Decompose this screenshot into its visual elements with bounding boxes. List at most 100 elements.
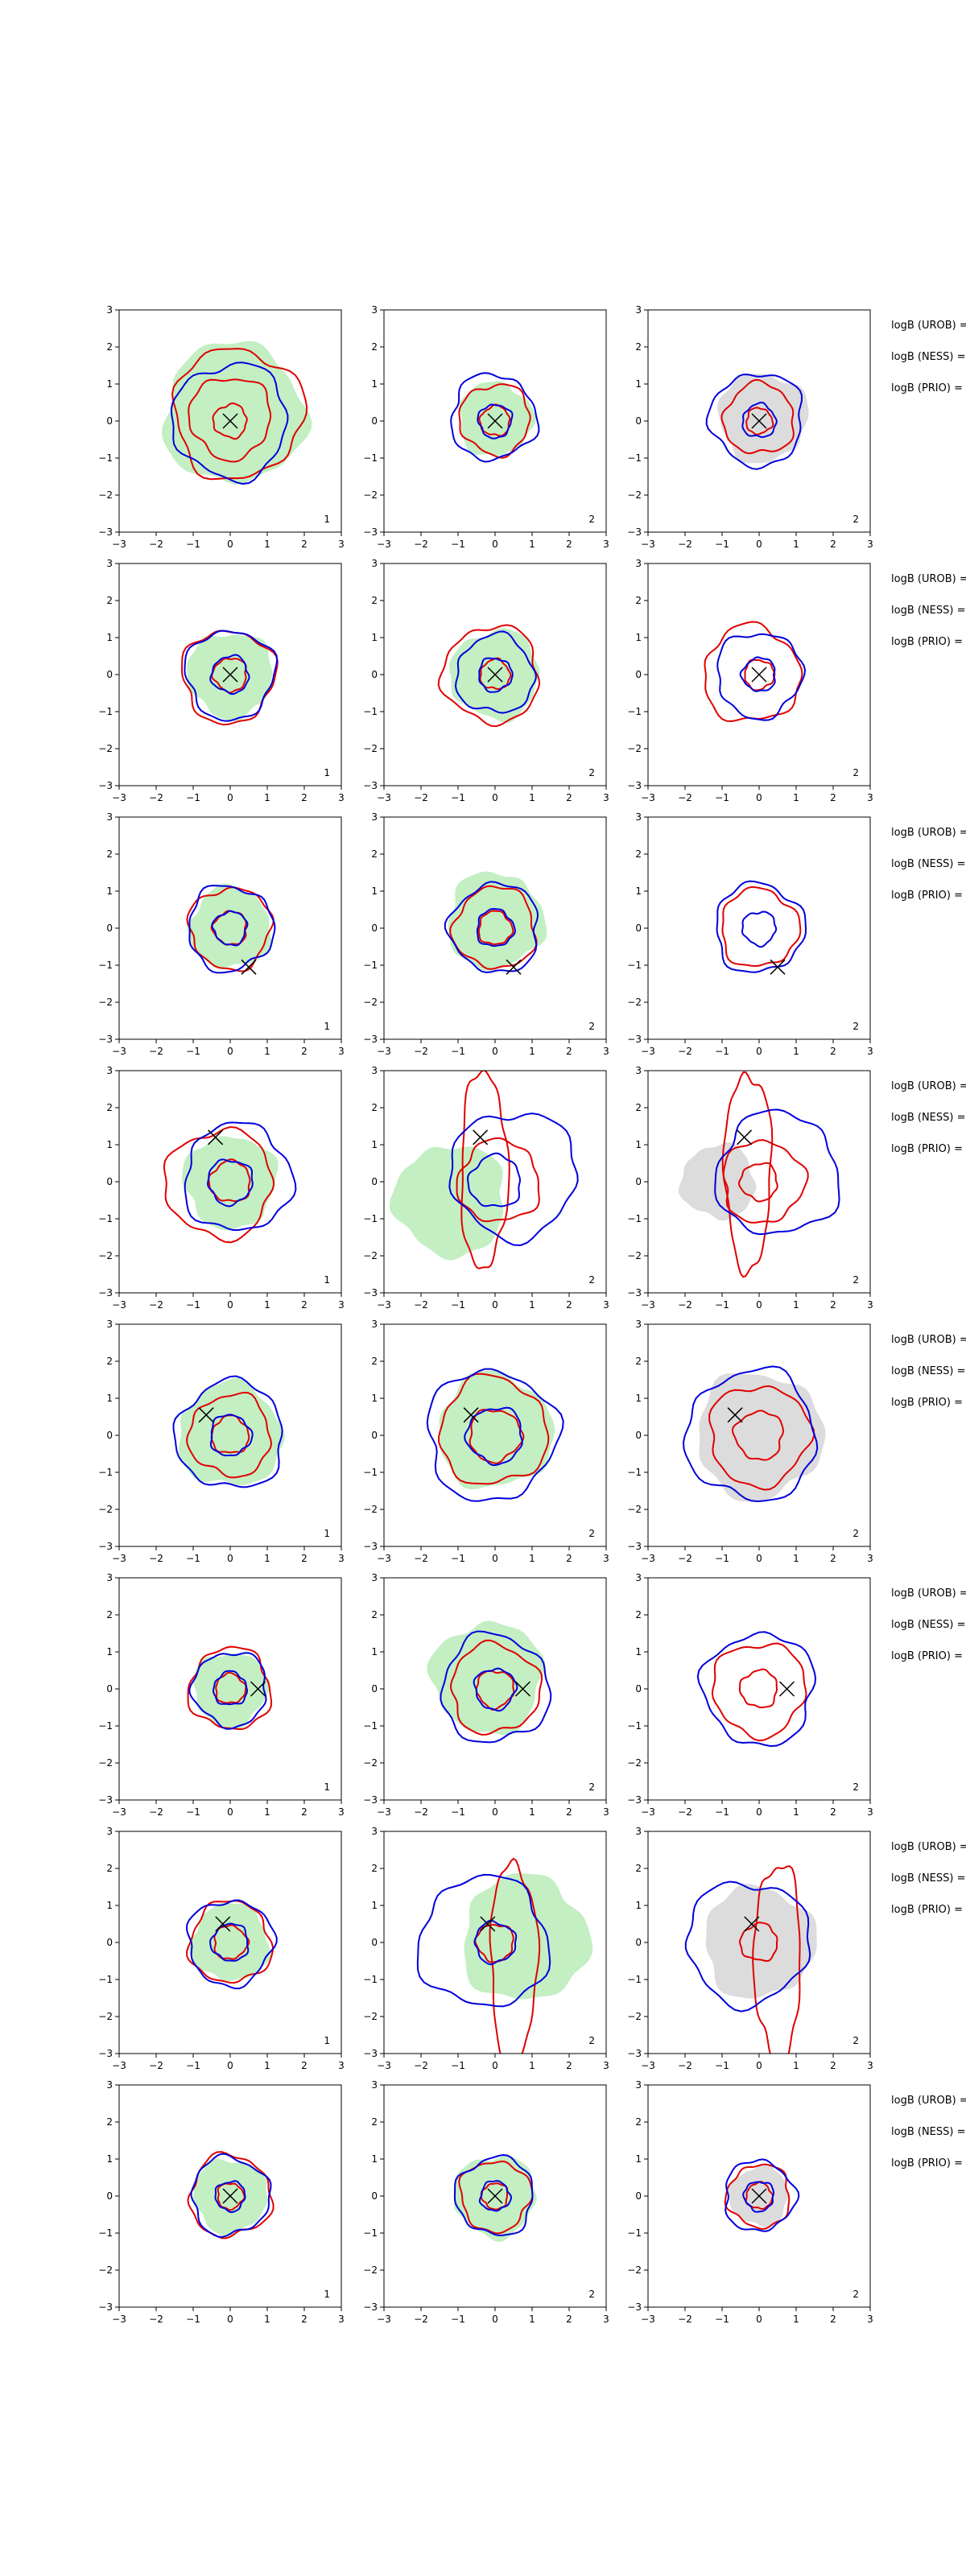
true-value-marker: [208, 1129, 224, 1146]
x-tick-label: −1: [715, 792, 729, 803]
x-tick-label: −3: [641, 1806, 655, 1818]
y-tick-label: 1: [106, 378, 113, 390]
y-tick-label: 3: [106, 558, 113, 569]
x-tick-label: 2: [566, 539, 572, 550]
y-tick-label: 1: [371, 1646, 378, 1657]
y-tick-label: 2: [371, 1356, 378, 1367]
panel-r5-c1: −3 −2 −1 0 1 2 3 −3 −2 −1 0 1 2 3 1: [98, 1319, 345, 1564]
y-tick-label: 3: [106, 1065, 113, 1076]
y-tick-label: −1: [98, 1720, 113, 1732]
logb-label: logB (NESS) =: [891, 1619, 965, 1631]
panel-number: 1: [324, 1781, 330, 1793]
x-tick-label: −1: [186, 2060, 200, 2071]
panel-number: 1: [324, 1528, 330, 1539]
x-tick-label: 0: [227, 1806, 233, 1818]
y-tick-label: 3: [635, 1572, 642, 1583]
y-tick-label: −3: [98, 2301, 113, 2313]
y-tick-label: 0: [371, 1683, 378, 1695]
y-tick-label: −1: [627, 2227, 642, 2239]
y-tick-label: 2: [635, 341, 642, 353]
panel-number: 1: [324, 1274, 330, 1286]
logb-label: logB (PRIO) =: [891, 890, 963, 902]
y-tick-label: 1: [371, 632, 378, 643]
density-fill: [193, 1653, 270, 1729]
y-tick-label: 2: [371, 595, 378, 606]
x-tick-label: 2: [301, 1806, 308, 1818]
x-tick-label: −1: [715, 2060, 729, 2071]
x-tick-label: −3: [641, 539, 655, 550]
red-contour: [188, 378, 272, 463]
y-tick-label: 0: [106, 2190, 113, 2202]
density-fill: [187, 883, 272, 969]
true-value-marker: [222, 413, 238, 429]
true-value-marker: [514, 1681, 531, 1697]
y-tick-label: 0: [371, 1937, 378, 1948]
y-tick-label: 1: [635, 886, 642, 897]
y-tick-label: −2: [627, 1757, 642, 1769]
panel-number: 2: [852, 767, 859, 778]
blue-contour: [741, 401, 778, 438]
y-tick-label: 2: [635, 2116, 642, 2128]
y-tick-label: 0: [371, 923, 378, 934]
x-tick-label: −1: [715, 539, 729, 550]
blue-contour: [724, 2158, 800, 2232]
panel-number: 2: [852, 1781, 859, 1793]
y-tick-label: −1: [363, 2227, 378, 2239]
logb-label: logB (UROB) =: [891, 320, 966, 332]
y-tick-label: −2: [627, 2264, 642, 2276]
true-value-marker: [751, 667, 767, 683]
x-tick-label: 3: [603, 792, 609, 803]
x-tick-label: 0: [756, 1299, 762, 1311]
x-tick-label: −2: [149, 1553, 163, 1564]
y-tick-label: 0: [106, 1683, 113, 1695]
true-value-marker: [487, 413, 503, 429]
panel-r6-c2: −3 −2 −1 0 1 2 3 −3 −2 −1 0 1 2 3 2: [363, 1572, 609, 1818]
x-tick-label: 3: [867, 1299, 873, 1311]
panel-number: 2: [588, 514, 595, 525]
x-tick-label: 2: [301, 1299, 308, 1311]
true-value-marker: [744, 1916, 760, 1932]
x-tick-label: 1: [793, 2314, 799, 2325]
x-tick-label: −1: [186, 2314, 200, 2325]
y-tick-label: −1: [627, 452, 642, 464]
x-tick-label: 3: [867, 2314, 873, 2325]
x-tick-label: 0: [492, 1299, 498, 1311]
density-fill: [389, 1146, 504, 1261]
y-tick-label: 0: [635, 923, 642, 934]
y-tick-label: −3: [627, 1794, 642, 1806]
logb-label: logB (PRIO) =: [891, 1650, 963, 1662]
y-tick-label: 2: [371, 1863, 378, 1874]
x-tick-label: −1: [186, 1553, 200, 1564]
red-contour: [711, 1642, 807, 1742]
x-tick-label: 0: [492, 1046, 498, 1057]
x-tick-label: 0: [492, 1806, 498, 1818]
y-tick-label: −3: [627, 1541, 642, 1552]
red-contour: [213, 1924, 250, 1960]
y-tick-label: −1: [627, 1974, 642, 1985]
y-tick-label: −2: [363, 1757, 378, 1769]
y-tick-label: 1: [635, 1393, 642, 1404]
x-tick-label: 0: [756, 539, 762, 550]
x-tick-label: 1: [529, 1553, 535, 1564]
panel-number: 1: [324, 1021, 330, 1032]
density-fill: [178, 1377, 285, 1486]
y-tick-label: −3: [363, 1541, 378, 1552]
panel-r7-c3: −3 −2 −1 0 1 2 3 −3 −2 −1 0 1 2 3 2: [627, 1826, 873, 2071]
y-tick-label: −1: [363, 1720, 378, 1732]
blue-contour: [426, 1368, 564, 1502]
y-tick-label: 3: [635, 1319, 642, 1330]
x-tick-label: −2: [149, 1299, 163, 1311]
y-tick-label: −3: [98, 780, 113, 791]
x-tick-label: 2: [830, 539, 836, 550]
x-tick-label: 3: [603, 1806, 609, 1818]
true-value-marker: [751, 413, 767, 429]
red-contour: [731, 1410, 785, 1461]
red-contour: [745, 407, 774, 436]
y-tick-label: 3: [371, 558, 378, 569]
true-value-marker: [222, 2188, 238, 2204]
red-contour: [469, 1409, 525, 1464]
logb-label: logB (NESS) =: [891, 1872, 965, 1885]
y-tick-label: −1: [627, 1720, 642, 1732]
x-tick-label: −3: [641, 2314, 655, 2325]
true-value-marker: [770, 959, 786, 975]
